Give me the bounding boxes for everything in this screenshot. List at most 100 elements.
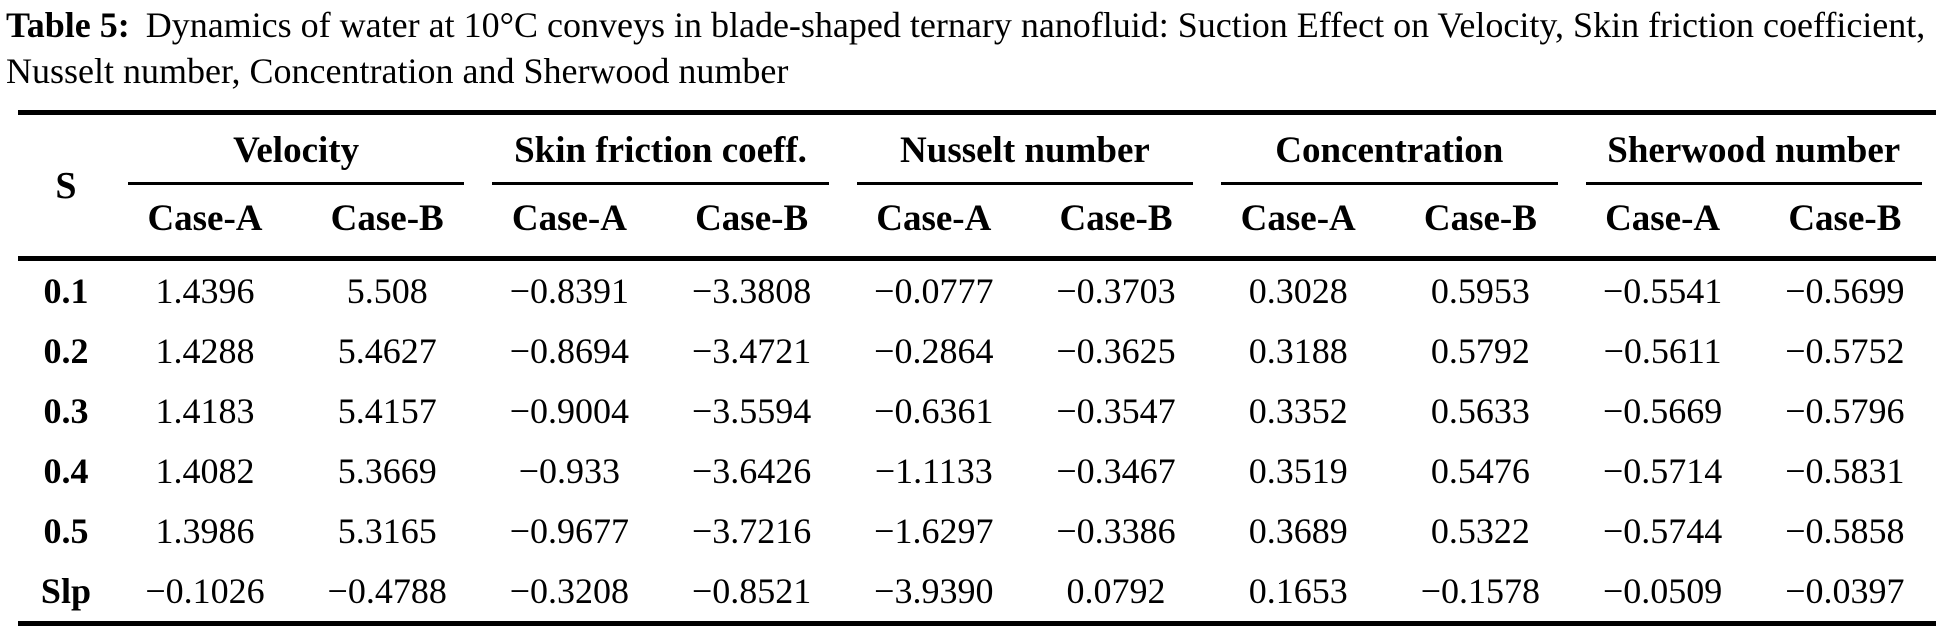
table-cell: −0.5669 [1602, 391, 1723, 432]
table-cell: −0.1578 [1420, 571, 1541, 612]
table-cell: −0.9677 [509, 511, 630, 552]
row-header-s: 0.4 [43, 451, 89, 492]
table-cell: 5.4157 [337, 391, 437, 432]
table-cell: 0.3519 [1248, 451, 1348, 492]
table-cell: −3.7216 [691, 511, 812, 552]
table-cell: −0.5699 [1785, 271, 1905, 312]
table-row: 0.1 1.4396 5.508 −0.8391 −3.3808 −0.0777… [18, 259, 1936, 322]
subheader-sherwood-case-a: Case-A [1571, 185, 1754, 262]
table-cell: −0.5796 [1785, 391, 1905, 432]
table-cell: −0.1026 [145, 571, 265, 612]
table-cell: 0.1653 [1248, 571, 1348, 612]
table-cell: −0.5714 [1602, 451, 1723, 492]
table-caption: Table 5: Dynamics of water at 10°C convey… [0, 0, 1954, 94]
table-cell: 0.3689 [1248, 511, 1348, 552]
subheader-nusselt-case-b: Case-B [1024, 185, 1208, 262]
table-cell: −0.8521 [691, 571, 812, 612]
table-caption-label: Table 5: [6, 5, 130, 45]
subheader-skin-friction-case-a: Case-A [478, 185, 661, 262]
table-row: 0.2 1.4288 5.4627 −0.8694 −3.4721 −0.286… [18, 321, 1936, 381]
table-cell: −0.5858 [1785, 511, 1905, 552]
table-cell: −0.6361 [874, 391, 994, 432]
table-cell: 0.3188 [1248, 331, 1348, 372]
table-cell: −0.3625 [1056, 331, 1176, 372]
table-cell: 1.4288 [155, 331, 255, 372]
table-cell: 5.3669 [337, 451, 437, 492]
table-cell: 0.3028 [1248, 271, 1348, 312]
table-cell: 5.3165 [337, 511, 437, 552]
row-header-s: 0.5 [43, 511, 89, 552]
table-cell: 5.4627 [337, 331, 437, 372]
table-cell: −0.0509 [1602, 571, 1723, 612]
table-cell: 0.5792 [1430, 331, 1530, 372]
table-row: Slp −0.1026 −0.4788 −0.3208 −0.8521 −3.9… [18, 561, 1936, 624]
group-header-nusselt: Nusselt number [843, 113, 1207, 186]
row-header-s: 0.3 [43, 391, 89, 432]
table-cell: −0.5831 [1785, 451, 1905, 492]
table-cell: 0.5476 [1430, 451, 1530, 492]
group-header-concentration: Concentration [1207, 113, 1571, 186]
table-cell: −0.933 [518, 451, 621, 492]
table-row: 0.5 1.3986 5.3165 −0.9677 −3.7216 −1.629… [18, 501, 1936, 561]
table-cell: 0.5633 [1430, 391, 1530, 432]
table-cell: 1.4396 [155, 271, 255, 312]
table-cell: −1.6297 [874, 511, 994, 552]
group-header-concentration-label: Concentration [1221, 115, 1558, 186]
table-cell: −0.3386 [1056, 511, 1176, 552]
table-cell: −0.5744 [1602, 511, 1723, 552]
table-cell: −0.9004 [509, 391, 630, 432]
subheader-skin-friction-case-b: Case-B [660, 185, 843, 262]
table-cell: −0.3467 [1056, 451, 1176, 492]
table-body: 0.1 1.4396 5.508 −0.8391 −3.3808 −0.0777… [18, 259, 1936, 624]
group-header-row: S Velocity Skin friction coeff. Nusselt … [18, 112, 1936, 262]
table-cell: 1.4183 [155, 391, 255, 432]
table-row: 0.4 1.4082 5.3669 −0.933 −3.6426 −1.1133… [18, 441, 1936, 501]
table-cell: −0.5541 [1602, 271, 1723, 312]
table-cell: −0.4788 [327, 571, 447, 612]
subheader-nusselt-case-a: Case-A [842, 185, 1025, 262]
table-cell: −0.5611 [1603, 331, 1722, 372]
group-header-velocity-label: Velocity [127, 115, 465, 186]
row-header-s: 0.1 [43, 271, 89, 312]
table-cell: 1.3986 [155, 511, 255, 552]
table-caption-text: Dynamics of water at 10°C conveys in bla… [6, 5, 1926, 92]
table-cell: −0.3703 [1056, 271, 1176, 312]
table-cell: 0.5953 [1430, 271, 1530, 312]
group-header-skin-friction: Skin friction coeff. [478, 113, 842, 186]
table-header: S Velocity Skin friction coeff. Nusselt … [18, 112, 1936, 262]
group-header-skin-friction-label: Skin friction coeff. [492, 115, 829, 186]
group-header-velocity: Velocity [114, 113, 478, 186]
table-cell: −3.5594 [691, 391, 812, 432]
subheader-sherwood-case-b: Case-B [1753, 185, 1936, 262]
row-header-s: Slp [40, 571, 91, 612]
column-header-s: S [18, 112, 114, 262]
table-cell: 1.4082 [155, 451, 255, 492]
table-cell: −3.6426 [691, 451, 812, 492]
table-cell: −0.5752 [1785, 331, 1905, 372]
table-cell: 0.5322 [1430, 511, 1530, 552]
table-cell: −3.3808 [691, 271, 812, 312]
table-cell: −0.3208 [509, 571, 630, 612]
table-cell: −0.2864 [874, 331, 994, 372]
table-cell: −0.8694 [509, 331, 630, 372]
table-cell: −1.1133 [874, 451, 993, 492]
row-header-s: 0.2 [43, 331, 89, 372]
table-row: 0.3 1.4183 5.4157 −0.9004 −3.5594 −0.636… [18, 381, 1936, 441]
table-cell: 0.3352 [1248, 391, 1348, 432]
table-cell: −0.8391 [509, 271, 630, 312]
table-cell: −3.9390 [874, 571, 994, 612]
subheader-concentration-case-a: Case-A [1207, 185, 1390, 262]
group-header-sherwood: Sherwood number [1572, 113, 1936, 186]
subheader-concentration-case-b: Case-B [1389, 185, 1572, 262]
table-cell: −0.0397 [1785, 571, 1905, 612]
subheader-velocity-case-a: Case-A [113, 185, 297, 262]
table-cell: −0.3547 [1056, 391, 1176, 432]
group-header-sherwood-label: Sherwood number [1585, 115, 1922, 186]
table-cell: 5.508 [346, 271, 428, 312]
group-header-nusselt-label: Nusselt number [856, 115, 1194, 186]
case-header-row: Case-A Case-B Case-A Case-B Case-A Case-… [18, 185, 1936, 262]
table-cell: 0.0792 [1066, 571, 1166, 612]
table-cell: −3.4721 [691, 331, 812, 372]
table-cell: −0.0777 [874, 271, 994, 312]
